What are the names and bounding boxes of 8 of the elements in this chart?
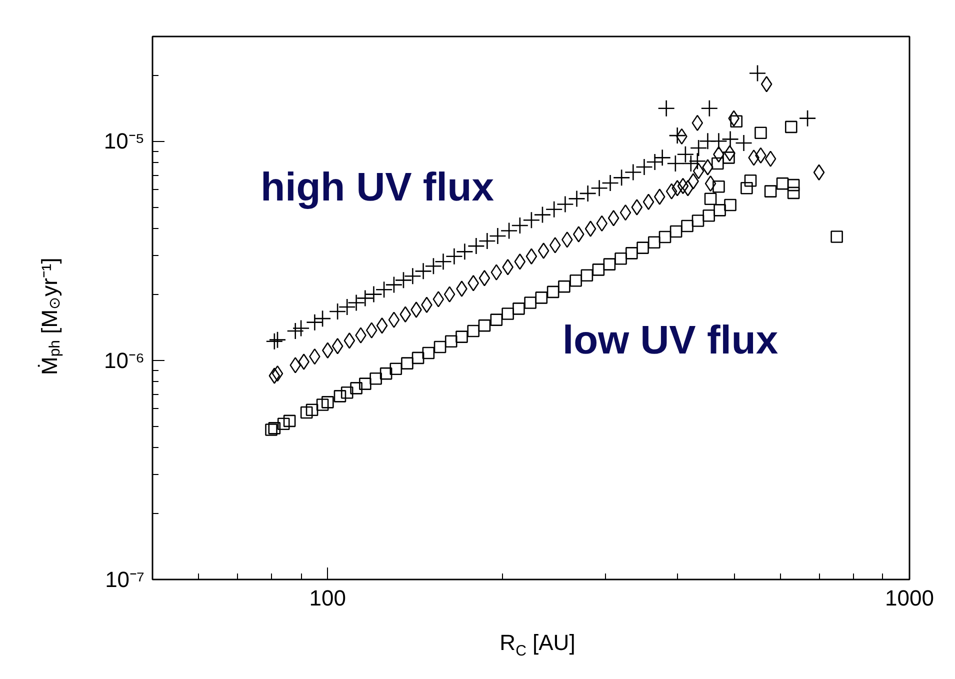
annotation: high UV flux <box>260 165 494 210</box>
y-tick-label: 10⁻⁶ <box>104 348 145 373</box>
y-tick-label: 10⁻⁷ <box>105 567 145 592</box>
annotation: low UV flux <box>562 318 778 363</box>
x-axis-title: R$_{C}$ [AU] <box>500 629 576 662</box>
y-tick-label: 10⁻⁵ <box>104 128 145 154</box>
x-tick-label: 1000 <box>885 586 934 610</box>
x-tick-label: 100 <box>309 586 346 610</box>
